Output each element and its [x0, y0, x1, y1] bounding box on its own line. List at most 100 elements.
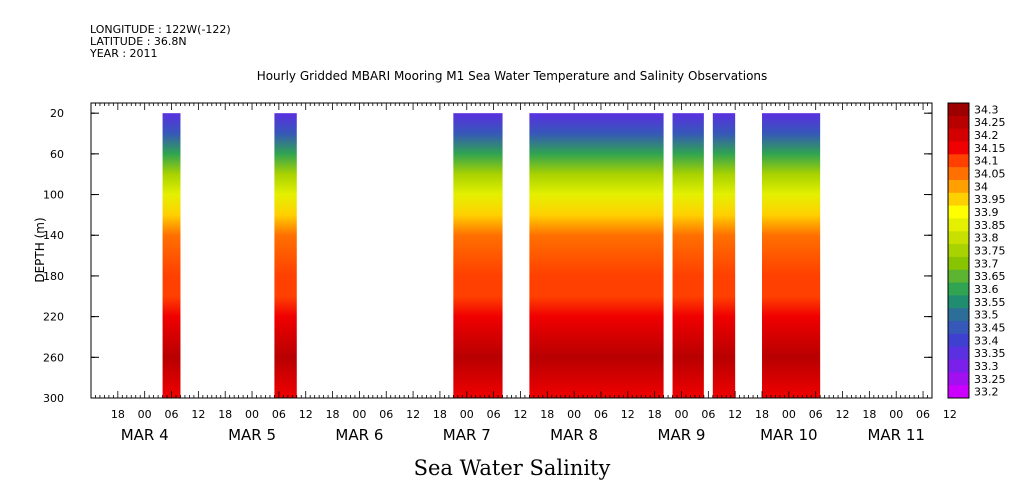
x-hour-label: 00: [138, 408, 152, 421]
y-tick-label: 60: [50, 148, 64, 161]
colorbar-label: 33.55: [974, 296, 1006, 309]
x-date-label: MAR 8: [550, 426, 598, 444]
colorbar-swatch: [948, 346, 969, 361]
colorbar-label: 33.35: [974, 347, 1006, 360]
x-hour-label: 06: [272, 408, 286, 421]
x-hour-label: 18: [218, 408, 232, 421]
colorbar-swatch: [948, 321, 969, 335]
colorbar-swatch: [948, 205, 969, 219]
colorbar-swatch: [948, 333, 969, 348]
x-hour-label: 18: [755, 408, 769, 421]
x-hour-label: 06: [487, 408, 501, 421]
colorbar-label: 33.4: [974, 334, 999, 347]
data-segment-6: [712, 113, 736, 398]
colorbar-label: 33.8: [974, 232, 999, 245]
colorbar-swatch: [948, 372, 969, 386]
colorbar-swatch: [948, 154, 969, 168]
colorbar-label: 33.65: [974, 270, 1006, 283]
x-hour-label: 06: [809, 408, 823, 421]
y-tick-label: 220: [43, 311, 64, 324]
colorbar-label: 34.1: [974, 155, 999, 168]
data-segment-2: [274, 113, 297, 398]
colorbar-swatch: [948, 141, 969, 155]
colorbar-label: 34.05: [974, 168, 1006, 181]
colorbar-swatch: [948, 256, 969, 271]
colorbar-label: 34: [974, 180, 988, 193]
colorbar-label: 33.5: [974, 309, 999, 322]
colorbar-frame: [947, 102, 970, 399]
data-segment-7: [762, 113, 821, 398]
x-hour-label: 06: [594, 408, 608, 421]
colorbar-swatch: [948, 128, 969, 142]
x-hour-label: 12: [621, 408, 635, 421]
colorbar-swatch: [948, 167, 969, 181]
colorbar-label: 34.3: [974, 103, 999, 116]
colorbar-swatch: [948, 103, 969, 117]
colorbar-label: 33.6: [974, 283, 999, 296]
x-date-label: MAR 6: [335, 426, 383, 444]
x-hour-label: 18: [433, 408, 447, 421]
x-hour-label: 00: [567, 408, 581, 421]
x-date-label: MAR 9: [658, 426, 706, 444]
colorbar-label: 33.9: [974, 206, 999, 219]
x-hour-label: 12: [191, 408, 205, 421]
x-date-label: MAR 7: [443, 426, 491, 444]
latitude-label: LATITUDE : 36.8N: [90, 35, 187, 48]
colorbar-swatch: [948, 269, 969, 284]
x-hour-label: 12: [836, 408, 850, 421]
colorbar-swatch: [948, 244, 969, 258]
colorbar-swatch: [948, 218, 969, 232]
y-tick-label: 300: [43, 392, 64, 405]
chart-title: Hourly Gridded MBARI Mooring M1 Sea Wate…: [257, 69, 768, 83]
y-tick-label: 260: [43, 351, 64, 364]
year-label: YEAR : 2011: [90, 47, 158, 60]
colorbar-swatch: [948, 308, 969, 322]
x-hour-label: 12: [513, 408, 527, 421]
colorbar-label: 33.95: [974, 193, 1006, 206]
colorbar-label: 33.45: [974, 321, 1006, 334]
colorbar-label: 33.3: [974, 360, 999, 373]
colorbar-label: 34.15: [974, 142, 1006, 155]
x-hour-label: 00: [245, 408, 259, 421]
x-hour-label: 18: [326, 408, 340, 421]
x-hour-label: 00: [782, 408, 796, 421]
colorbar-label: 33.7: [974, 257, 999, 270]
colorbar-label: 34.2: [974, 129, 999, 142]
x-hour-label: 12: [943, 408, 957, 421]
data-segment-1: [162, 113, 181, 398]
x-hour-label: 06: [916, 408, 930, 421]
colorbar-swatch: [948, 359, 969, 373]
colorbar-swatch: [948, 385, 969, 399]
y-tick-label: 100: [43, 189, 64, 202]
y-tick-label: 140: [43, 229, 64, 242]
data-segment-4: [529, 113, 664, 398]
data-segments: [162, 113, 821, 398]
colorbar-swatch: [948, 179, 969, 194]
y-axis-label: DEPTH (m): [33, 217, 47, 282]
axes: 20 60 100 140 180 220 260 300 18 00 06 12 18 00 06 12 18…: [43, 103, 957, 444]
colorbar-swatch: [948, 192, 969, 207]
colorbar-label: 33.85: [974, 219, 1006, 232]
longitude-label: LONGITUDE : 122W(-122): [90, 23, 231, 36]
x-hour-label: 18: [540, 408, 554, 421]
colorbar-swatch: [948, 282, 969, 296]
x-axis-label: Sea Water Salinity: [414, 456, 611, 480]
x-hour-label: 06: [701, 408, 715, 421]
x-hour-label: 12: [728, 408, 742, 421]
x-hour-label: 00: [674, 408, 688, 421]
x-hour-label: 12: [299, 408, 313, 421]
x-date-label: MAR 10: [760, 426, 817, 444]
x-hour-label: 18: [111, 408, 125, 421]
colorbar-swatch: [948, 231, 969, 245]
x-date-label: MAR 11: [867, 426, 924, 444]
colorbar-label: 33.75: [974, 245, 1006, 258]
data-segment-5: [672, 113, 704, 398]
x-hour-label: 18: [862, 408, 876, 421]
colorbar-label: 34.25: [974, 116, 1006, 129]
x-hour-label: 00: [352, 408, 366, 421]
colorbar-label: 33.25: [974, 373, 1006, 386]
x-hour-label: 00: [889, 408, 903, 421]
y-tick-label: 20: [50, 107, 64, 120]
colorbar-swatch: [948, 115, 969, 130]
